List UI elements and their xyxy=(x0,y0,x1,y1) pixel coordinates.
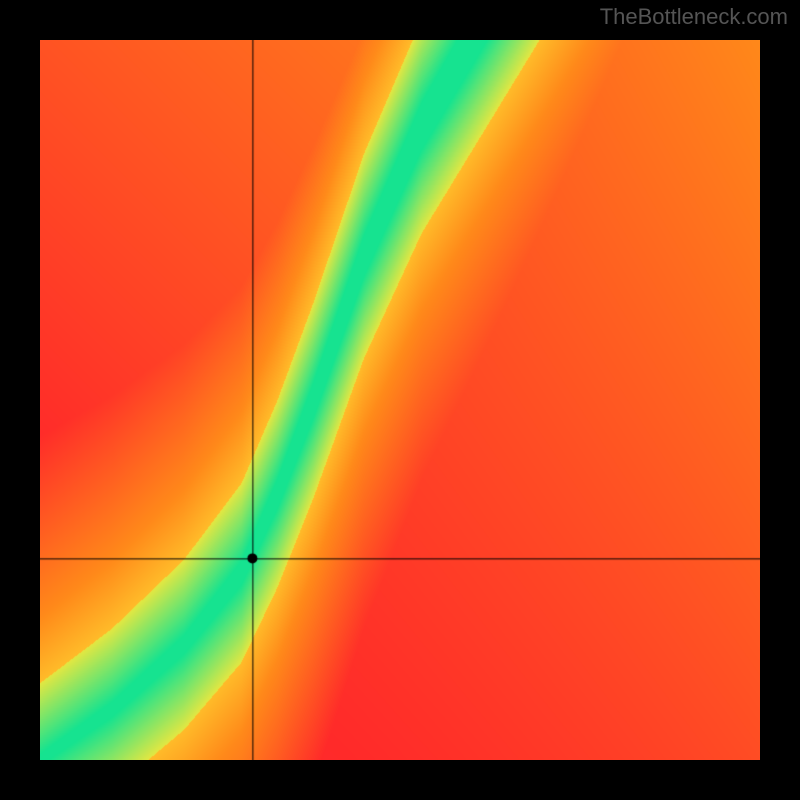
heatmap-canvas xyxy=(40,40,760,760)
watermark-text: TheBottleneck.com xyxy=(600,4,788,30)
chart-container: TheBottleneck.com xyxy=(0,0,800,800)
